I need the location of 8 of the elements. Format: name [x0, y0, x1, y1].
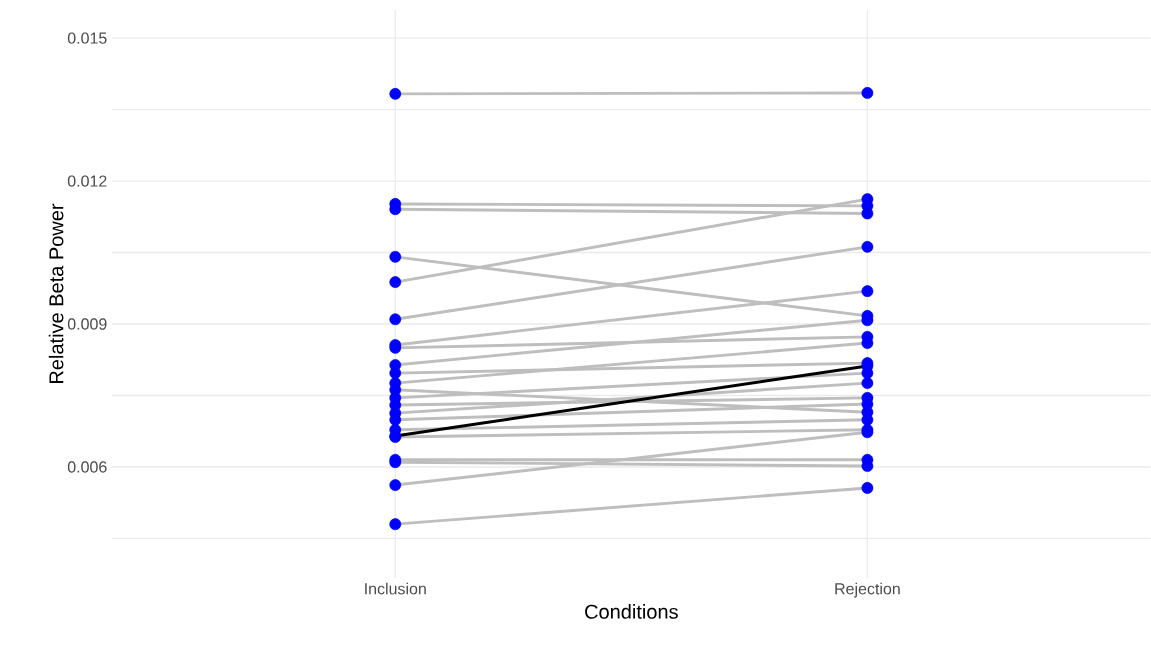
- x-axis-title: Conditions: [585, 604, 678, 619]
- y-tick-label: 0.006: [67, 461, 107, 473]
- y-tick-label: 0.015: [67, 32, 107, 44]
- y-tick-label: 0.012: [67, 175, 107, 187]
- y-axis-title: Relative Beta Power: [48, 203, 64, 383]
- y-tick-label: 0.009: [67, 318, 107, 330]
- x-tick-label: Rejection: [835, 582, 900, 598]
- x-tick-label: Inclusion: [365, 582, 426, 595]
